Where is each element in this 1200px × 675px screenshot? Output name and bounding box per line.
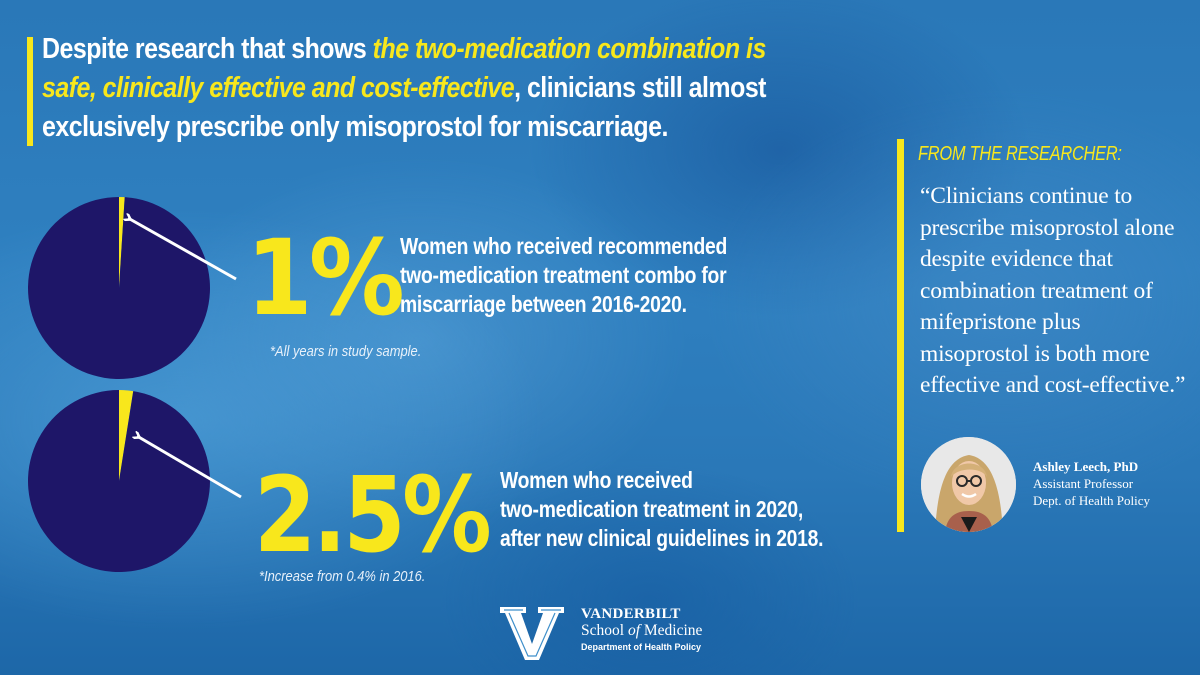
stat-footnote-all-years: *All years in study sample.: [270, 343, 422, 360]
description-line: miscarriage between 2016-2020.: [400, 291, 687, 317]
quote-line: misoprostol is both more: [920, 340, 1150, 367]
stat-value-all-years: 1%: [246, 217, 405, 339]
researcher-title: Assistant Professor: [1033, 476, 1134, 491]
pie-chart-all-years: [28, 197, 237, 379]
headline-highlight: the two-medication combination is safe, …: [42, 33, 766, 104]
description-line: two-medication treatment in 2020,: [500, 496, 804, 522]
description-line: Women who received: [500, 467, 693, 493]
researcher-quote: “Clinicians continue to prescribe misopr…: [920, 181, 1200, 402]
researcher-photo-icon: [921, 437, 1016, 532]
researcher-avatar: [921, 437, 1016, 532]
quote-line: prescribe misoprostol alone: [920, 214, 1175, 241]
school-name-of: of: [627, 622, 640, 639]
vanderbilt-wordmark: VANDERBILT School of Medicine Department…: [581, 607, 702, 654]
school-name-prefix: School: [581, 622, 628, 639]
header-accent-bar: [27, 37, 33, 146]
institution-name: VANDERBILT: [581, 606, 681, 622]
headline-conclusion: , clinicians still almost exclusively pr…: [42, 72, 766, 143]
vanderbilt-v-logo-icon: [500, 607, 564, 660]
description-line: after new clinical guidelines in 2018.: [500, 525, 824, 551]
researcher-label: FROM THE RESEARCHER:: [918, 143, 1122, 165]
researcher-info: Ashley Leech, PhD Assistant Professor De…: [1033, 458, 1150, 509]
headline-intro: Despite research that shows: [42, 33, 373, 65]
school-name: School of Medicine: [581, 622, 702, 640]
description-line: Women who received recommended: [400, 233, 728, 259]
quote-line: despite evidence that: [920, 246, 1113, 272]
department-name: Department of Health Policy: [581, 642, 702, 652]
pie-slice-other: [28, 390, 211, 572]
headline: Despite research that shows the two-medi…: [42, 30, 782, 147]
quote-line: “Clinicians continue to: [920, 183, 1133, 209]
description-line: two-medication treatment combo for: [400, 262, 727, 288]
researcher-department: Dept. of Health Policy: [1033, 493, 1150, 508]
quote-accent-bar: [897, 139, 904, 532]
pie-slice-two-medication: [119, 390, 134, 481]
callout-arrow-icon: [128, 218, 237, 281]
pie-slice-two-medication: [119, 197, 125, 288]
researcher-name: Ashley Leech, PhD: [1033, 459, 1139, 474]
stat-footnote-2020: *Increase from 0.4% in 2016.: [259, 568, 426, 585]
pie-slice-other: [28, 197, 211, 379]
stat-description-2020: Women who received two-medication treatm…: [500, 466, 824, 553]
quote-line: mifepristone plus: [920, 309, 1081, 335]
pie-chart-2020: [28, 390, 242, 572]
quote-line: combination treatment of: [920, 277, 1153, 304]
callout-arrow-icon: [137, 436, 242, 499]
quote-line: effective and cost-effective.”: [920, 372, 1186, 398]
school-name-suffix: Medicine: [640, 622, 703, 639]
stat-description-all-years: Women who received recommended two-medic…: [400, 232, 727, 319]
stat-value-2020: 2.5%: [254, 454, 492, 576]
